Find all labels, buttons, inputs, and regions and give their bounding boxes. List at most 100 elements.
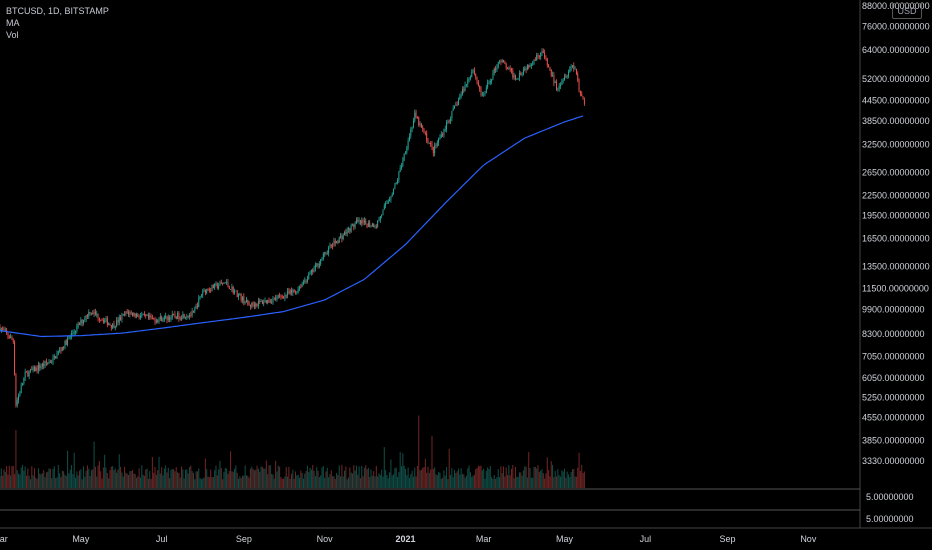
candle-body	[45, 361, 47, 363]
volume-bar	[215, 465, 217, 488]
volume-bar	[112, 466, 114, 488]
candle-body	[255, 303, 257, 307]
volume-bar	[411, 470, 413, 488]
volume-bar	[513, 478, 515, 488]
candle-body	[249, 304, 251, 307]
volume-bar	[80, 469, 82, 488]
volume-bar	[6, 466, 8, 488]
candle-body	[106, 318, 108, 326]
volume-bar	[283, 478, 285, 488]
candle-body	[560, 84, 561, 86]
volume-bar	[86, 465, 88, 488]
candle-body	[436, 142, 438, 146]
price-tick-label: 9900.00000000	[862, 304, 925, 314]
candle-body	[26, 371, 27, 373]
volume-bar	[346, 479, 348, 488]
candle-body	[313, 268, 315, 273]
volume-bar	[349, 467, 351, 488]
volume-bar	[138, 468, 140, 488]
candle-body	[268, 299, 270, 302]
volume-bar	[165, 465, 167, 488]
volume-bar	[190, 465, 192, 488]
candle-body	[370, 225, 372, 227]
currency-badge[interactable]: USD	[892, 3, 922, 19]
volume-bar	[14, 474, 16, 488]
candle-body	[579, 91, 581, 94]
candle-body	[183, 314, 185, 319]
volume-bar	[285, 467, 287, 488]
candle-body	[206, 289, 208, 293]
volume-bar	[381, 469, 383, 488]
price-tick-label: 26500.00000000	[862, 168, 930, 178]
candle-body	[338, 237, 340, 243]
volume-bar	[153, 472, 155, 488]
candle-body	[155, 320, 157, 323]
volume-bar	[453, 469, 456, 488]
candle-body	[407, 140, 409, 148]
candle-body	[423, 129, 425, 133]
volume-indicator-label[interactable]: Vol	[6, 30, 19, 40]
candle-body	[438, 139, 440, 143]
volume-bar	[32, 475, 34, 488]
candle-body	[564, 76, 565, 81]
volume-bar	[113, 469, 115, 488]
candle-body	[158, 318, 160, 322]
volume-bar	[442, 477, 444, 488]
volume-bar	[583, 471, 585, 488]
candle-body	[381, 214, 383, 217]
candle-body	[310, 269, 312, 273]
volume-bar	[358, 466, 360, 488]
volume-bar	[245, 475, 248, 488]
candle-body	[439, 137, 441, 140]
volume-bar	[534, 466, 536, 488]
volume-bar	[272, 474, 274, 488]
volume-bar	[308, 472, 310, 488]
candle-body	[371, 223, 373, 226]
candle-body	[488, 82, 490, 84]
candle-body	[85, 315, 87, 320]
symbol-title[interactable]: BTCUSD, 1D, BITSTAMP	[6, 6, 109, 16]
candle-body	[154, 318, 156, 323]
candle-body	[473, 69, 475, 75]
candle-body	[33, 367, 35, 372]
volume-bar	[366, 469, 368, 488]
time-tick-label: Jul	[156, 534, 168, 544]
volume-bar	[7, 474, 9, 488]
candle-body	[493, 68, 495, 73]
ma-indicator-label[interactable]: MA	[6, 18, 20, 28]
price-tick-label: 13500.00000000	[862, 261, 930, 271]
volume-bar	[351, 473, 354, 488]
candle-body	[416, 117, 418, 119]
volume-bar	[545, 473, 547, 488]
candle-body	[452, 108, 454, 111]
volume-bar	[469, 472, 471, 488]
volume-bar	[516, 476, 518, 488]
candle-body	[47, 362, 49, 364]
volume-bar	[463, 474, 465, 488]
volume-bar	[240, 478, 242, 488]
volume-bar	[461, 473, 463, 488]
candle-body	[455, 104, 457, 106]
volume-bar	[341, 464, 343, 488]
candle-body	[424, 132, 426, 134]
candle-body	[60, 349, 62, 351]
volume-bar	[444, 475, 446, 488]
price-tick-label: 52000.00000000	[862, 74, 930, 84]
volume-bar	[489, 465, 491, 488]
candle-body	[544, 52, 546, 58]
candle-body	[420, 123, 422, 128]
candle-body	[341, 236, 343, 239]
volume-bar	[114, 468, 116, 488]
candle-body	[393, 189, 395, 194]
candle-body	[557, 88, 559, 90]
candle-body	[75, 331, 76, 333]
candle-body	[272, 298, 274, 303]
candle-body	[573, 65, 575, 70]
volume-bar	[279, 466, 281, 488]
volume-bar	[559, 476, 562, 488]
candle-body	[279, 295, 281, 297]
candle-body	[464, 84, 466, 92]
candle-body	[257, 300, 259, 306]
candle-body	[195, 305, 197, 309]
